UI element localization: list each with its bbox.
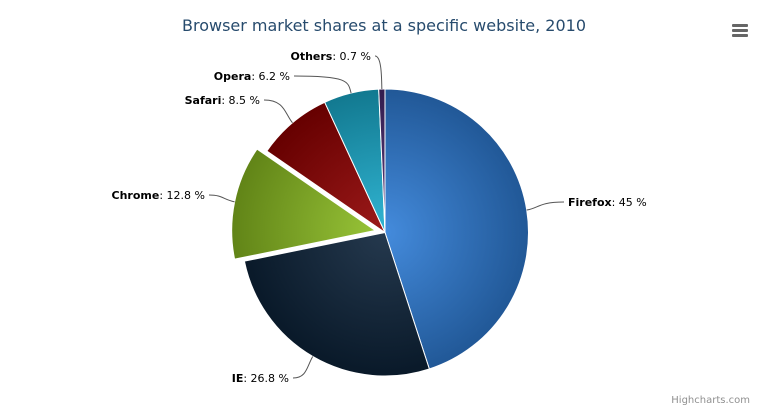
connector-chrome [208,194,235,203]
connector-ie [292,356,314,379]
data-label-others: Others: 0.7 % [290,50,371,63]
slice-firefox[interactable] [384,88,529,370]
slice-chrome[interactable] [231,148,377,260]
slice-ie[interactable] [243,231,430,377]
chart-title: Browser market shares at a specific webs… [182,16,586,35]
hamburger-menu-icon [732,24,748,37]
connector-safari [263,99,293,124]
data-label-opera: Opera: 6.2 % [214,70,290,83]
data-label-firefox: Firefox: 45 % [568,196,647,209]
connector-firefox [526,201,565,211]
data-label-chrome: Chrome: 12.8 % [112,189,205,202]
connector-others [374,55,383,90]
connector-opera [293,75,352,94]
slice-others[interactable] [378,88,386,233]
credits-link[interactable]: Highcharts.com [671,395,750,406]
data-label-ie: IE: 26.8 % [232,372,289,385]
export-menu-button[interactable] [725,18,755,40]
data-label-safari: Safari: 8.5 % [185,94,260,107]
